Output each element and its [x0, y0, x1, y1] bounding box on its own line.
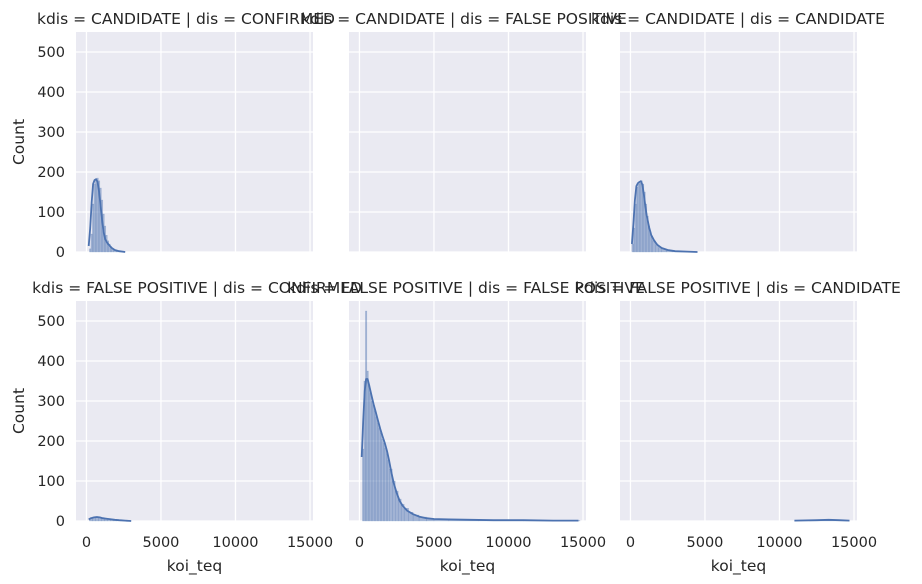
x-axis-label: koi_teq [711, 557, 766, 576]
histogram-bar [372, 404, 375, 522]
y-tick-label: 100 [37, 474, 65, 490]
x-axis-label: koi_teq [440, 557, 495, 576]
x-tick-label: 5000 [143, 535, 180, 551]
y-tick-label: 200 [37, 434, 65, 450]
kde-line [87, 178, 126, 253]
kde-line [631, 180, 698, 253]
x-tick-label: 0 [355, 535, 364, 551]
histogram-bar [637, 183, 640, 253]
x-tick-label: 15000 [831, 535, 877, 551]
histogram-bar [93, 183, 96, 253]
histogram-bar [377, 422, 380, 522]
histogram-bar [365, 310, 368, 522]
histogram-bar [363, 380, 366, 522]
histogram-bar [633, 227, 636, 253]
panel-background [76, 32, 313, 252]
facet-title: kdis = CANDIDATE | dis = CANDIDATE [591, 10, 885, 28]
y-tick-label: 0 [56, 245, 65, 261]
x-tick-label: 15000 [560, 535, 606, 551]
histogram-bar [383, 442, 385, 522]
histogram-bar [107, 240, 109, 253]
histogram-bar [381, 438, 384, 522]
histogram-bar [362, 448, 365, 522]
x-tick-label: 15000 [287, 535, 333, 551]
facet-title: kdis = FALSE POSITIVE | dis = CONFIRMED [32, 279, 362, 297]
panel-background [349, 301, 586, 521]
y-tick-label: 200 [37, 165, 65, 181]
histogram-bar [375, 416, 378, 522]
histogram-bar [89, 248, 92, 253]
histogram-bar [387, 460, 390, 522]
histogram-bar [384, 448, 387, 522]
histogram-bar [371, 400, 374, 522]
kde-line [794, 518, 850, 522]
x-tick-label: 5000 [687, 535, 724, 551]
histogram-bar [403, 508, 409, 522]
y-tick-label: 500 [37, 45, 65, 61]
histogram-bar [636, 186, 639, 253]
histogram-bar [380, 432, 382, 522]
histogram-bar [108, 243, 111, 253]
x-tick-label: 0 [82, 535, 91, 551]
kde-line [88, 516, 132, 522]
histogram-bar [386, 453, 388, 522]
x-tick-label: 0 [626, 535, 635, 551]
histogram-bar [98, 180, 101, 253]
x-tick-label: 10000 [212, 535, 258, 551]
y-tick-label: 500 [37, 314, 65, 330]
x-tick-label: 10000 [485, 535, 531, 551]
histogram-bar [366, 370, 369, 522]
histogram-bar [639, 182, 642, 253]
histogram-bar [90, 233, 93, 253]
y-tick-label: 0 [56, 514, 65, 530]
histogram-bar [374, 410, 377, 522]
facet-title: kdis = CANDIDATE | dis = CONFIRMED [37, 10, 335, 28]
histogram-bar [634, 203, 637, 253]
histogram-bar [95, 178, 98, 253]
y-tick-label: 400 [37, 354, 65, 370]
x-tick-label: 10000 [756, 535, 802, 551]
histogram-bar [640, 180, 643, 253]
y-tick-label: 300 [37, 394, 65, 410]
panel-background [349, 32, 586, 252]
x-tick-label: 5000 [416, 535, 453, 551]
y-axis-label: Count [10, 119, 28, 165]
histogram-bar [645, 203, 648, 253]
facet-title: kdis = CANDIDATE | dis = FALSE POSITIVE [301, 10, 627, 28]
histogram-bar [642, 183, 645, 253]
histogram-bar [369, 392, 372, 522]
x-axis-label: koi_teq [167, 557, 222, 576]
histogram-bar [92, 203, 95, 253]
y-axis-label: Count [10, 388, 28, 434]
histogram-bar [378, 428, 381, 522]
y-tick-label: 400 [37, 85, 65, 101]
histogram-bar [368, 384, 371, 522]
panel-background [76, 301, 313, 521]
y-tick-label: 300 [37, 125, 65, 141]
panel-background [620, 32, 857, 252]
panel-background [620, 301, 857, 521]
y-tick-label: 100 [37, 205, 65, 221]
facet-title: kdis = FALSE POSITIVE | dis = CANDIDATE [575, 279, 901, 297]
facet-title: kdis = FALSE POSITIVE | dis = FALSE POSI… [287, 279, 645, 297]
histogram-bar [643, 191, 646, 253]
histogram-bar [96, 177, 99, 253]
histogram-bar [631, 243, 634, 253]
kde-line [360, 378, 579, 522]
